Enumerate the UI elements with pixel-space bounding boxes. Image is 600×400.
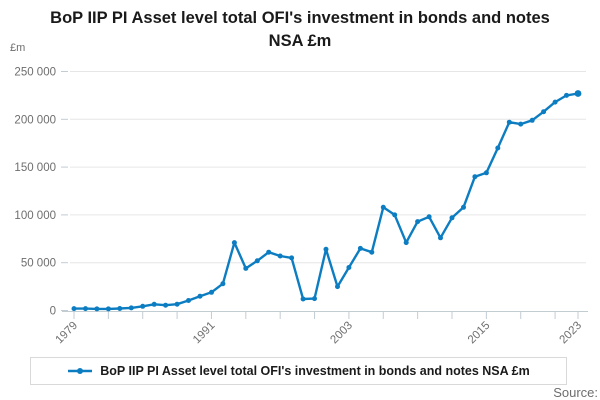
data-point[interactable] <box>495 145 501 151</box>
data-point[interactable] <box>346 265 352 270</box>
data-point[interactable] <box>140 303 146 309</box>
data-point[interactable] <box>71 306 77 312</box>
data-point[interactable] <box>128 305 134 311</box>
data-point[interactable] <box>574 90 582 97</box>
data-point[interactable] <box>438 235 443 241</box>
y-tick-label: 50 000 <box>21 258 56 270</box>
y-axis-unit-label: £m <box>10 42 26 54</box>
data-point[interactable] <box>357 245 363 251</box>
x-tick-label: 2023 <box>558 320 585 347</box>
y-tick-label: 0 <box>50 306 56 318</box>
data-point[interactable] <box>312 296 317 302</box>
data-point[interactable] <box>472 174 478 180</box>
data-point[interactable] <box>335 284 340 290</box>
legend-series-label: BoP IIP PI Asset level total OFI's inves… <box>100 364 530 378</box>
data-point[interactable] <box>105 306 111 312</box>
data-point[interactable] <box>151 301 157 307</box>
data-point[interactable] <box>392 212 398 218</box>
data-point[interactable] <box>564 92 569 98</box>
data-point[interactable] <box>117 306 123 311</box>
legend: BoP IIP PI Asset level total OFI's inves… <box>30 357 567 385</box>
data-point[interactable] <box>163 302 169 308</box>
data-point[interactable] <box>174 301 180 307</box>
data-point[interactable] <box>231 240 237 246</box>
source-label: Source: <box>553 385 598 400</box>
y-tick-label: 200 000 <box>14 114 56 126</box>
data-point[interactable] <box>209 289 214 295</box>
data-point[interactable] <box>289 255 295 261</box>
data-point[interactable] <box>186 298 191 303</box>
data-point[interactable] <box>506 119 512 125</box>
data-point[interactable] <box>323 246 329 252</box>
y-tick-label: 100 000 <box>14 210 56 222</box>
data-point[interactable] <box>277 253 283 259</box>
data-point[interactable] <box>541 109 547 115</box>
x-tick-label: 2015 <box>466 320 493 347</box>
x-tick-label: 2003 <box>328 320 355 347</box>
x-tick-label: 1979 <box>54 320 81 347</box>
x-tick-label: 1991 <box>191 320 218 347</box>
data-point[interactable] <box>483 170 489 176</box>
data-point[interactable] <box>94 306 100 312</box>
data-point[interactable] <box>369 249 375 255</box>
data-point[interactable] <box>300 296 306 302</box>
data-point[interactable] <box>83 306 88 312</box>
data-point[interactable] <box>254 258 260 264</box>
y-tick-label: 150 000 <box>14 162 56 174</box>
data-point[interactable] <box>415 219 421 225</box>
data-point[interactable] <box>426 214 432 220</box>
data-point[interactable] <box>552 99 558 105</box>
data-point[interactable] <box>220 281 226 287</box>
data-point[interactable] <box>529 117 535 123</box>
data-point[interactable] <box>197 293 203 299</box>
data-point[interactable] <box>461 204 466 210</box>
data-point[interactable] <box>266 249 272 255</box>
series-line <box>72 92 580 311</box>
data-point[interactable] <box>449 215 455 221</box>
chart-title: BoP IIP PI Asset level total OFI's inves… <box>50 9 550 51</box>
legend-line-marker-icon <box>68 368 93 374</box>
data-point[interactable] <box>518 121 524 127</box>
data-point[interactable] <box>380 204 386 210</box>
data-point[interactable] <box>243 265 249 271</box>
data-point[interactable] <box>403 240 409 246</box>
legend-item[interactable]: BoP IIP PI Asset level total OFI's inves… <box>67 364 530 378</box>
y-tick-label: 250 000 <box>14 67 56 79</box>
